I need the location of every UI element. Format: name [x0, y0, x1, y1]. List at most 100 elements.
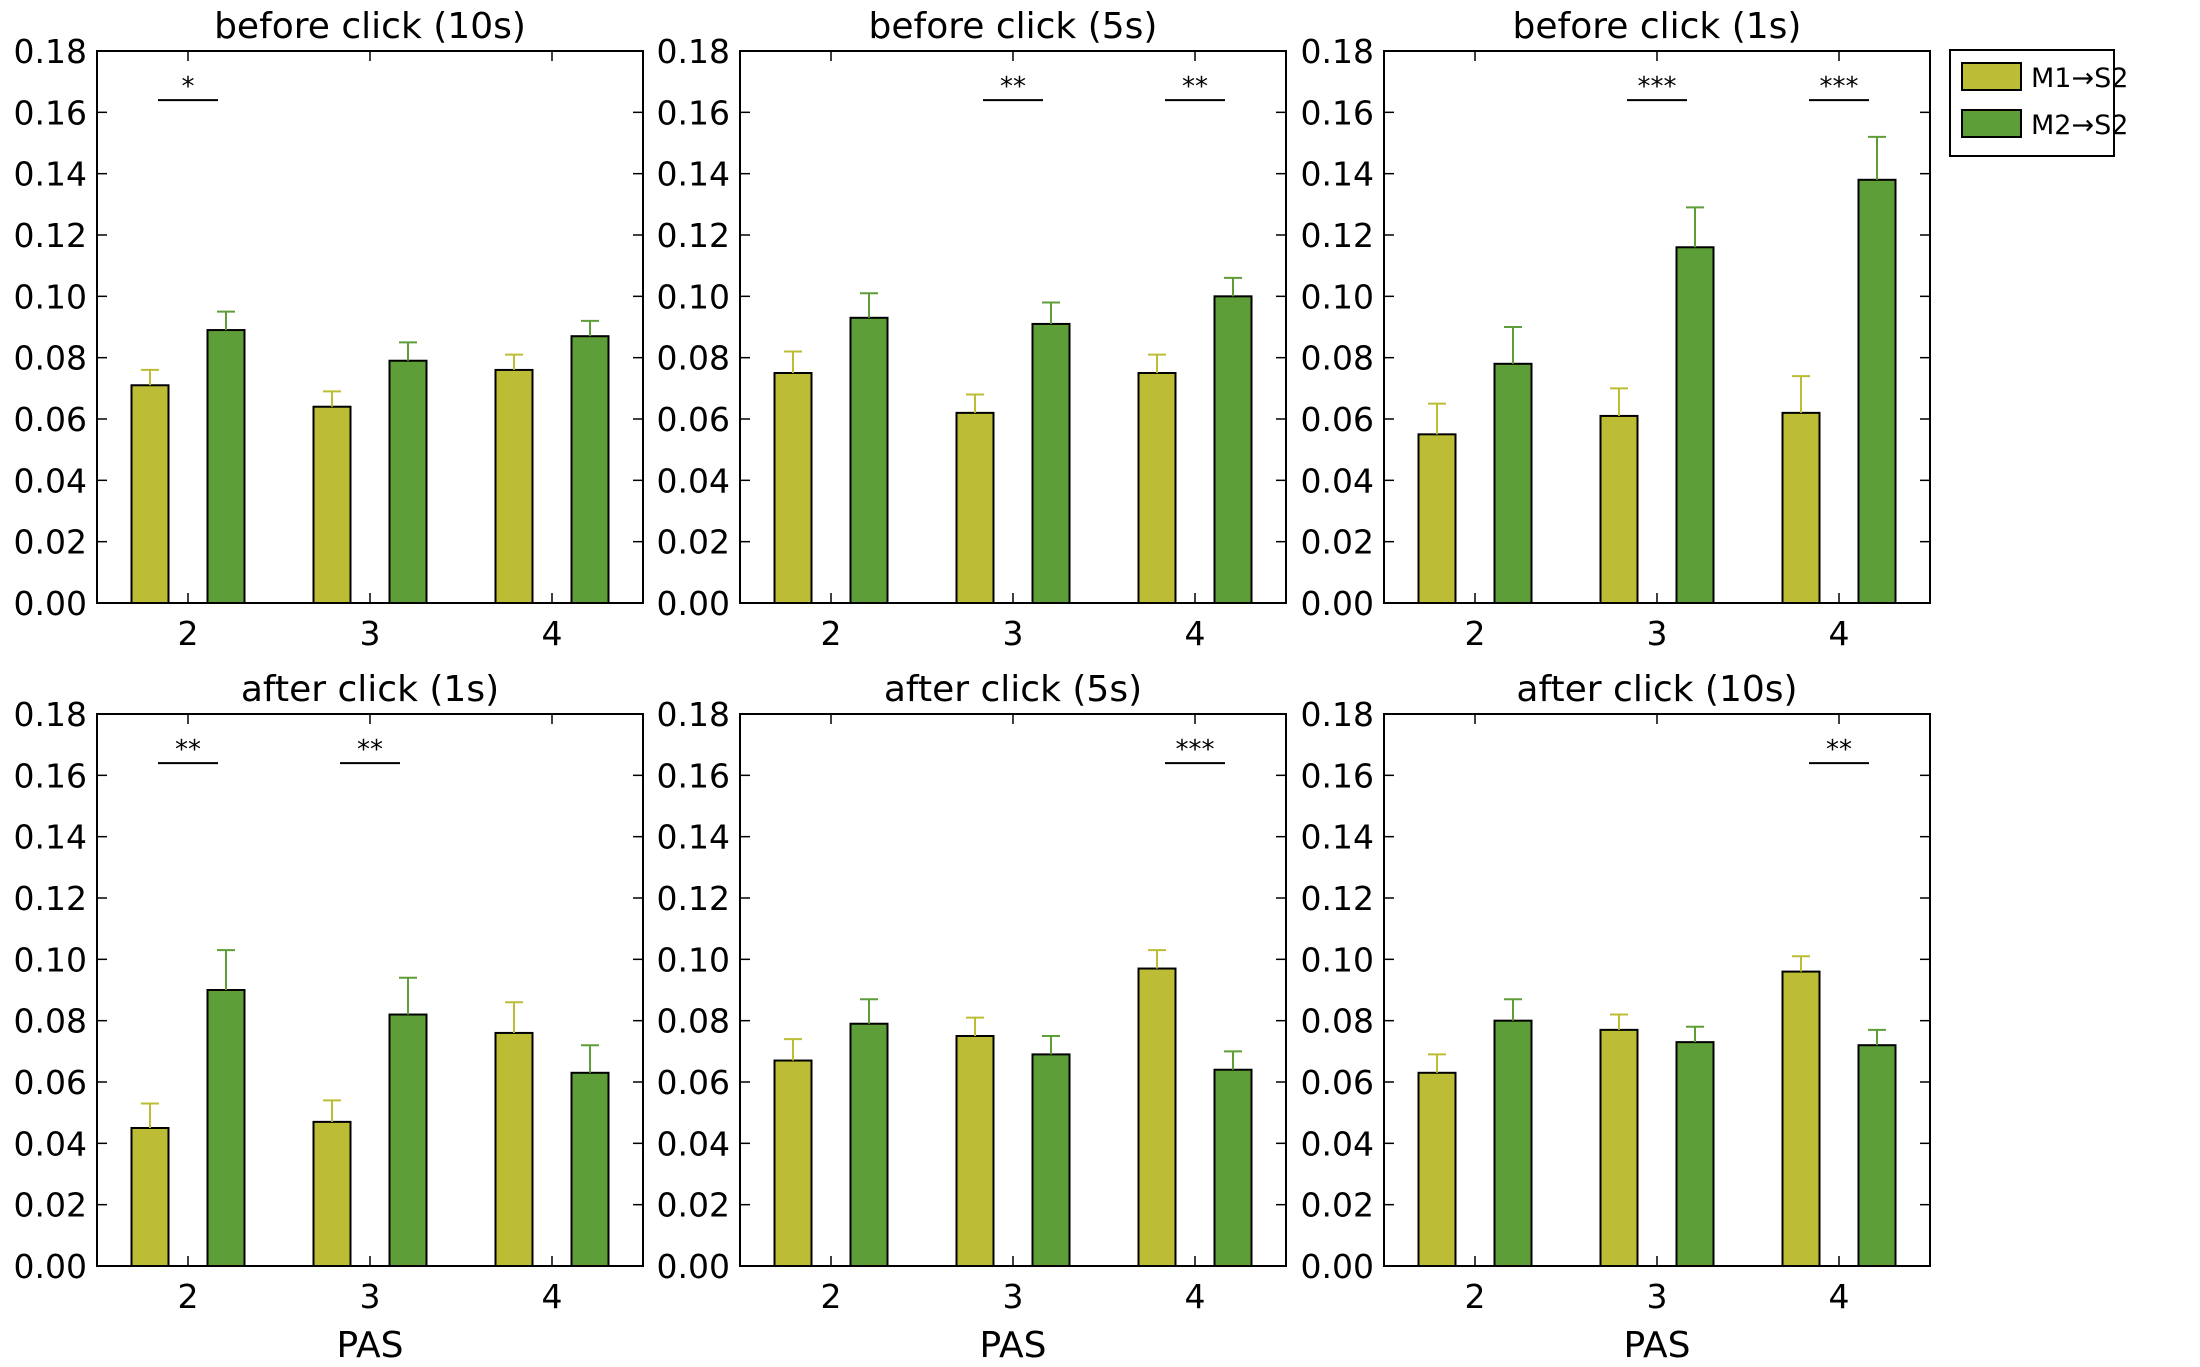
- bar-M1-S2-3: [1599, 1028, 1639, 1268]
- y-tick-label: 0.10: [657, 277, 730, 316]
- significance-label: ***: [1176, 735, 1215, 765]
- y-tick-label: 0.16: [657, 93, 730, 132]
- y-tick-label: 0.00: [1301, 1247, 1374, 1286]
- y-tick-label: 0.06: [657, 1063, 730, 1102]
- x-axis-label: PAS: [980, 1325, 1047, 1366]
- bar-M2-S2-2: [206, 989, 246, 1267]
- bar-M1-S2-2: [1417, 1071, 1457, 1268]
- legend: M1→S2 M2→S2: [1949, 49, 2128, 157]
- bar-M1-S2-4: [494, 368, 534, 604]
- x-tick-label: 4: [1185, 614, 1206, 653]
- bar-M2-S2-3: [1675, 1041, 1715, 1267]
- y-tick-label: 0.04: [1301, 1124, 1374, 1163]
- y-tick-label: 0.12: [657, 879, 730, 918]
- y-tick-label: 0.18: [657, 32, 730, 71]
- subplot-3: before click (1s) 0.00 0.02 0.04 0.06 0.08 0.1…: [1301, 6, 1931, 653]
- y-tick-label: 0.04: [657, 1124, 730, 1163]
- y-tick-label: 0.16: [1301, 756, 1374, 795]
- bar-M2-S2-2: [1493, 1019, 1533, 1268]
- significance-label: **: [175, 735, 201, 765]
- y-tick-label: 0.18: [1301, 32, 1374, 71]
- bar-M2-S2-4: [1213, 295, 1253, 604]
- x-axis-label: PAS: [1624, 1325, 1691, 1366]
- y-tick-label: 0.14: [657, 818, 730, 857]
- subplot-4: after click (1s) 0.00 0.02 0.04 0.06 0.08 0.10…: [14, 669, 644, 1366]
- bar-M2-S2-2: [1493, 362, 1533, 604]
- bar-M1-S2-3: [955, 1035, 995, 1267]
- significance-label: **: [1182, 72, 1208, 102]
- bar-M1-S2-4: [494, 1031, 534, 1268]
- plot-frame: [739, 713, 1287, 1267]
- y-tick-label: 0.10: [14, 277, 87, 316]
- subplot-grid: before click (10s) 0.00 0.02 0.04 0.06 0.08 0.…: [14, 6, 1931, 1366]
- significance-label: **: [357, 735, 383, 765]
- x-tick-label: 3: [1003, 1277, 1024, 1316]
- y-tick-label: 0.00: [14, 1247, 87, 1286]
- y-tick-label: 0.08: [1301, 339, 1374, 378]
- subplot-6: after click (10s) 0.00 0.02 0.04 0.06 0.08 0.1…: [1301, 669, 1931, 1366]
- y-tick-label: 0.08: [14, 339, 87, 378]
- y-tick-label: 0.00: [1301, 584, 1374, 623]
- y-tick-label: 0.04: [14, 461, 87, 500]
- bar-M1-S2-3: [312, 405, 352, 604]
- bar-M1-S2-3: [1599, 414, 1639, 604]
- y-tick-label: 0.14: [14, 155, 87, 194]
- bar-M1-S2-4: [1781, 411, 1821, 604]
- y-tick-label: 0.12: [14, 216, 87, 255]
- y-tick-label: 0.16: [1301, 93, 1374, 132]
- bar-M2-S2-4: [1213, 1068, 1253, 1267]
- plot-frame: [1383, 713, 1931, 1267]
- y-tick-label: 0.10: [14, 940, 87, 979]
- x-tick-label: 3: [1003, 614, 1024, 653]
- x-tick-label: 3: [1647, 1277, 1668, 1316]
- y-tick-label: 0.02: [657, 1186, 730, 1225]
- bar-M1-S2-2: [130, 1127, 170, 1267]
- subplot-title: after click (1s): [241, 669, 499, 710]
- bar-M2-S2-4: [1857, 178, 1897, 605]
- legend-label-2: M2→S2: [2031, 110, 2128, 141]
- y-tick-label: 0.04: [1301, 461, 1374, 500]
- y-tick-label: 0.06: [14, 1063, 87, 1102]
- bar-M1-S2-3: [312, 1120, 352, 1268]
- y-tick-label: 0.00: [14, 584, 87, 623]
- y-tick-label: 0.14: [14, 818, 87, 857]
- bar-M1-S2-2: [773, 1059, 813, 1267]
- y-tick-label: 0.08: [657, 1002, 730, 1041]
- y-tick-label: 0.06: [14, 400, 87, 439]
- bar-M2-S2-3: [388, 359, 428, 604]
- y-tick-label: 0.04: [14, 1124, 87, 1163]
- bar-M1-S2-4: [1781, 970, 1821, 1267]
- y-tick-label: 0.10: [1301, 277, 1374, 316]
- bar-M2-S2-2: [849, 1022, 889, 1267]
- bar-M2-S2-4: [570, 1071, 610, 1268]
- y-tick-label: 0.08: [14, 1002, 87, 1041]
- bar-M1-S2-2: [1417, 433, 1457, 605]
- y-tick-label: 0.10: [1301, 940, 1374, 979]
- x-tick-label: 4: [1829, 1277, 1850, 1316]
- x-tick-label: 4: [1829, 614, 1850, 653]
- x-tick-label: 3: [360, 614, 381, 653]
- y-tick-label: 0.02: [1301, 523, 1374, 562]
- subplot-5: after click (5s) 0.00 0.02 0.04 0.06 0.08 0.10…: [657, 669, 1287, 1366]
- y-tick-label: 0.08: [657, 339, 730, 378]
- significance-label: *: [182, 72, 195, 102]
- y-tick-label: 0.18: [14, 32, 87, 71]
- legend-swatch-1: [1961, 62, 2022, 91]
- x-tick-label: 2: [821, 614, 842, 653]
- y-tick-label: 0.14: [1301, 155, 1374, 194]
- bar-M2-S2-3: [1675, 246, 1715, 604]
- x-tick-label: 3: [360, 1277, 381, 1316]
- bar-M2-S2-4: [1857, 1044, 1897, 1267]
- bar-M2-S2-3: [1031, 322, 1071, 604]
- plot-frame: [739, 50, 1287, 604]
- significance-label: ***: [1820, 72, 1859, 102]
- subplot-title: before click (5s): [869, 6, 1158, 47]
- y-tick-label: 0.18: [657, 695, 730, 734]
- bar-M1-S2-4: [1137, 372, 1177, 604]
- x-tick-label: 2: [1465, 614, 1486, 653]
- significance-label: ***: [1638, 72, 1677, 102]
- x-tick-label: 2: [178, 1277, 199, 1316]
- y-tick-label: 0.16: [14, 756, 87, 795]
